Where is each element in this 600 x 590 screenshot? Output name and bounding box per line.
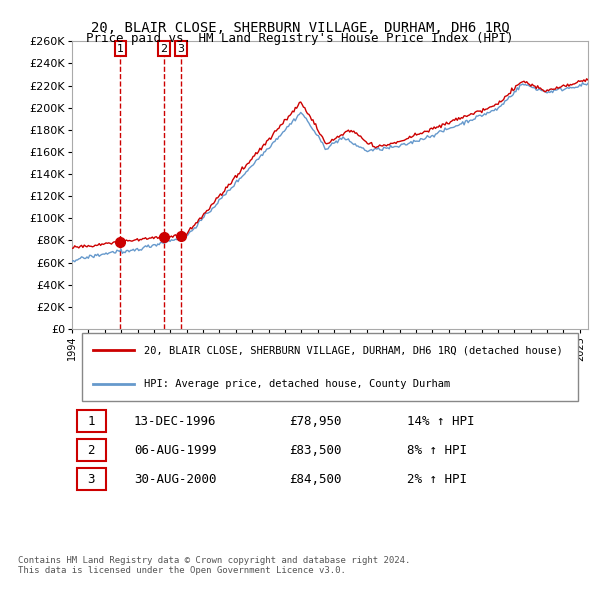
Text: 20, BLAIR CLOSE, SHERBURN VILLAGE, DURHAM, DH6 1RQ (detached house): 20, BLAIR CLOSE, SHERBURN VILLAGE, DURHA… xyxy=(144,345,563,355)
Text: 20, BLAIR CLOSE, SHERBURN VILLAGE, DURHAM, DH6 1RQ: 20, BLAIR CLOSE, SHERBURN VILLAGE, DURHA… xyxy=(91,21,509,35)
FancyBboxPatch shape xyxy=(77,410,106,432)
Text: 8% ↑ HPI: 8% ↑ HPI xyxy=(407,444,467,457)
Text: 1: 1 xyxy=(117,44,124,54)
Text: 2% ↑ HPI: 2% ↑ HPI xyxy=(407,473,467,486)
FancyBboxPatch shape xyxy=(82,333,578,401)
FancyBboxPatch shape xyxy=(77,468,106,490)
FancyBboxPatch shape xyxy=(77,440,106,461)
Text: 30-AUG-2000: 30-AUG-2000 xyxy=(134,473,217,486)
Text: 2: 2 xyxy=(160,44,167,54)
Text: 3: 3 xyxy=(178,44,185,54)
Text: Contains HM Land Registry data © Crown copyright and database right 2024.
This d: Contains HM Land Registry data © Crown c… xyxy=(18,556,410,575)
Text: Price paid vs. HM Land Registry's House Price Index (HPI): Price paid vs. HM Land Registry's House … xyxy=(86,32,514,45)
Text: £83,500: £83,500 xyxy=(289,444,341,457)
Text: 2: 2 xyxy=(88,444,95,457)
Text: HPI: Average price, detached house, County Durham: HPI: Average price, detached house, Coun… xyxy=(144,379,451,389)
Text: 06-AUG-1999: 06-AUG-1999 xyxy=(134,444,217,457)
Text: 1: 1 xyxy=(88,415,95,428)
Text: 13-DEC-1996: 13-DEC-1996 xyxy=(134,415,217,428)
Text: 14% ↑ HPI: 14% ↑ HPI xyxy=(407,415,475,428)
Text: 3: 3 xyxy=(88,473,95,486)
Text: £84,500: £84,500 xyxy=(289,473,341,486)
Text: £78,950: £78,950 xyxy=(289,415,341,428)
